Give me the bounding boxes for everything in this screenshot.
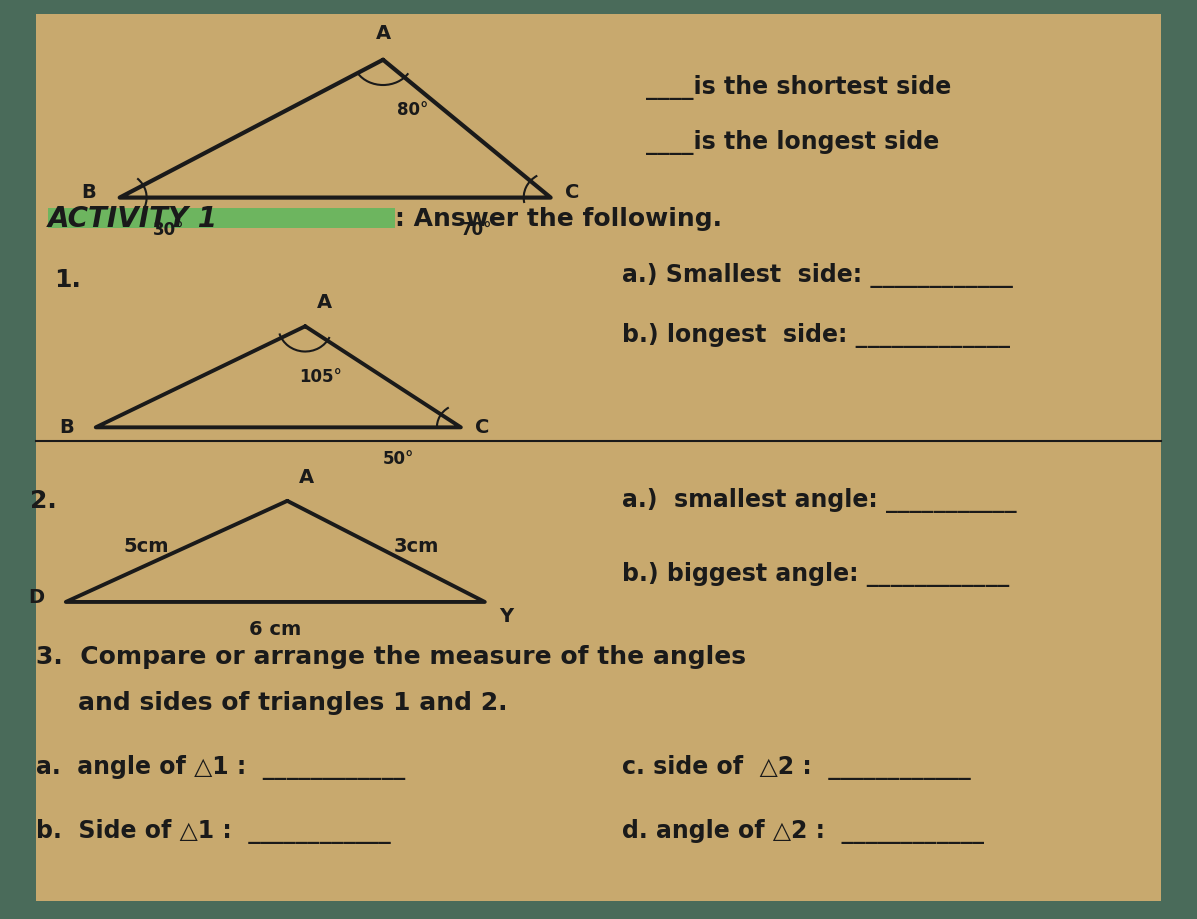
Text: ____is the longest side: ____is the longest side: [646, 130, 940, 155]
Text: A: A: [299, 468, 315, 487]
Text: C: C: [565, 184, 579, 202]
Text: Y: Y: [499, 607, 514, 626]
Text: ACTIVITY 1: ACTIVITY 1: [48, 205, 218, 233]
Text: a.)  smallest angle: ___________: a.) smallest angle: ___________: [622, 488, 1017, 514]
Text: C: C: [475, 418, 490, 437]
Text: 105°: 105°: [299, 368, 342, 386]
Text: and sides of triangles 1 and 2.: and sides of triangles 1 and 2.: [78, 691, 508, 715]
Text: A: A: [376, 24, 390, 43]
Text: a.) Smallest  side: ____________: a.) Smallest side: ____________: [622, 263, 1014, 289]
Text: d. angle of △2 :  ____________: d. angle of △2 : ____________: [622, 819, 984, 845]
Text: D: D: [29, 588, 44, 607]
Text: 6 cm: 6 cm: [249, 620, 302, 639]
Text: B: B: [60, 418, 74, 437]
Text: 5cm: 5cm: [123, 538, 170, 556]
Text: 80°: 80°: [397, 101, 429, 119]
Text: : Answer the following.: : Answer the following.: [395, 207, 722, 231]
Text: A: A: [317, 293, 333, 312]
Text: B: B: [81, 184, 96, 202]
Text: c. side of  △2 :  ____________: c. side of △2 : ____________: [622, 754, 971, 780]
Text: 50°: 50°: [383, 450, 414, 469]
Text: 2.: 2.: [30, 489, 56, 513]
Text: b.  Side of △1 :  ____________: b. Side of △1 : ____________: [36, 819, 390, 845]
Text: b.) longest  side: _____________: b.) longest side: _____________: [622, 323, 1010, 348]
Text: 3.  Compare or arrange the measure of the angles: 3. Compare or arrange the measure of the…: [36, 645, 746, 669]
Text: ____is the shortest side: ____is the shortest side: [646, 74, 952, 100]
Text: 1.: 1.: [54, 268, 80, 292]
Bar: [48, 208, 395, 228]
Text: a.  angle of △1 :  ____________: a. angle of △1 : ____________: [36, 754, 405, 780]
Text: 70°: 70°: [461, 221, 492, 239]
Text: 30°: 30°: [153, 221, 184, 239]
Text: 3cm: 3cm: [394, 538, 438, 556]
Text: b.) biggest angle: ____________: b.) biggest angle: ____________: [622, 562, 1010, 587]
